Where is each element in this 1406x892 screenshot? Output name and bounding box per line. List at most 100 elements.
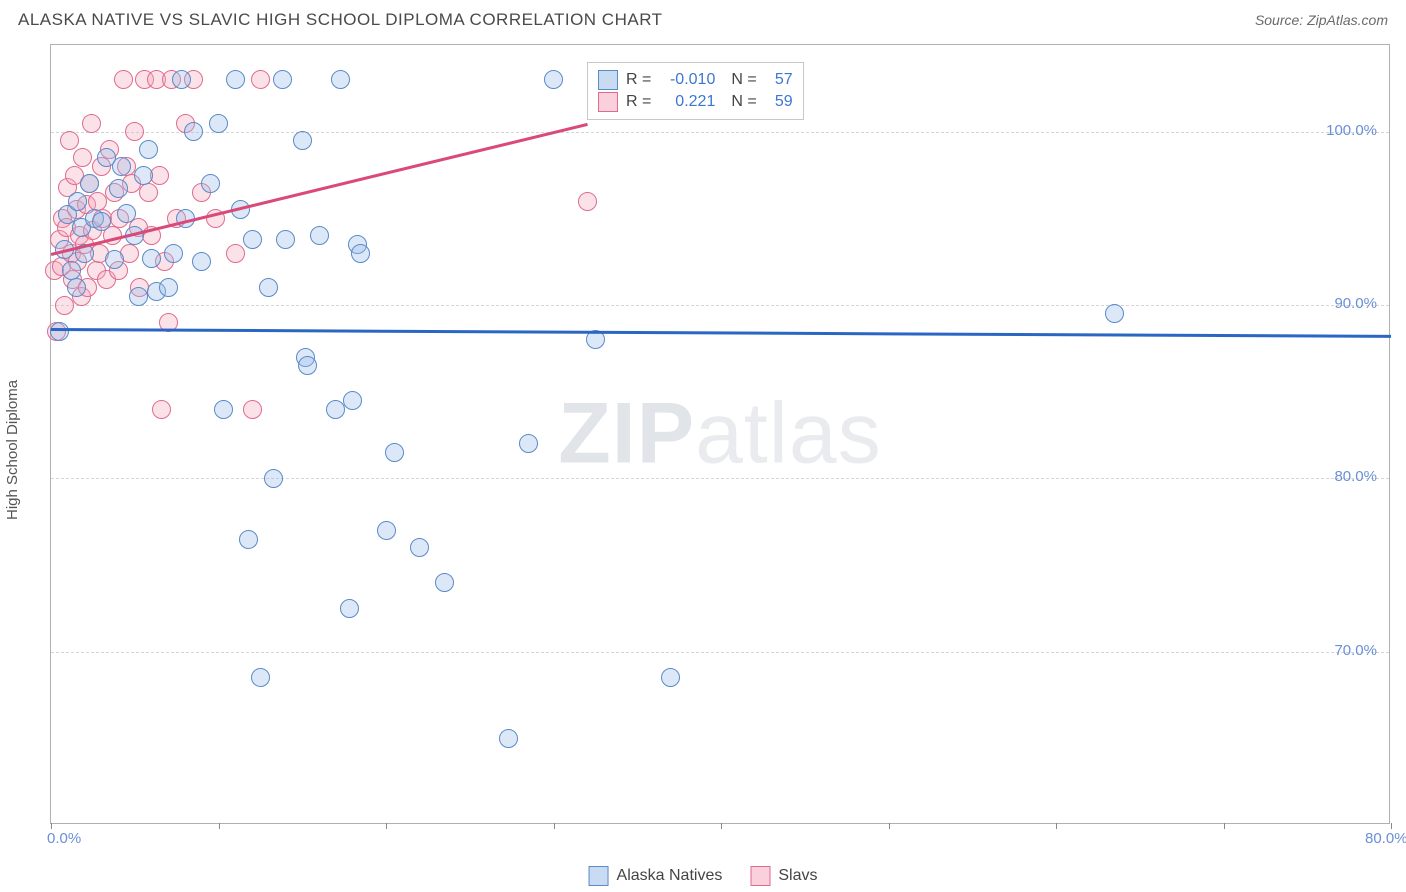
scatter-point-blue [544,70,563,89]
legend: Alaska Natives Slavs [589,866,818,886]
stat-r-value-blue: -0.010 [659,71,715,89]
scatter-point-pink [152,400,171,419]
scatter-point-pink [578,192,597,211]
stat-swatch-pink [598,92,618,112]
scatter-point-blue [159,278,178,297]
stat-n-value-pink: 59 [765,93,793,111]
stat-n-value-blue: 57 [765,71,793,89]
scatter-point-blue [251,668,270,687]
scatter-point-blue [62,261,81,280]
scatter-point-blue [519,434,538,453]
scatter-point-blue [343,391,362,410]
x-tick [386,823,387,829]
scatter-point-blue [410,538,429,557]
x-tick [1056,823,1057,829]
scatter-point-blue [1105,304,1124,323]
scatter-point-pink [139,183,158,202]
chart-title: ALASKA NATIVE VS SLAVIC HIGH SCHOOL DIPL… [18,10,663,30]
scatter-point-blue [209,114,228,133]
gridline [51,652,1389,653]
scatter-point-pink [251,70,270,89]
source-attribution: Source: ZipAtlas.com [1255,12,1388,28]
scatter-point-blue [264,469,283,488]
scatter-point-blue [273,70,292,89]
trend-line-blue [51,328,1391,337]
stat-r-label: R = [626,93,651,111]
scatter-point-blue [226,70,245,89]
gridline [51,478,1389,479]
scatter-point-blue [499,729,518,748]
scatter-point-blue [142,249,161,268]
x-tick [219,823,220,829]
scatter-point-blue [134,166,153,185]
scatter-point-blue [385,443,404,462]
x-tick [554,823,555,829]
scatter-point-blue [298,356,317,375]
y-tick-label: 100.0% [1326,122,1377,139]
x-tick [1391,823,1392,829]
stat-box: R = -0.010 N = 57 R = 0.221 N = 59 [587,62,804,120]
scatter-point-blue [67,278,86,297]
stat-swatch-blue [598,70,618,90]
legend-item-blue: Alaska Natives [589,866,723,886]
scatter-point-blue [351,244,370,263]
scatter-point-blue [243,230,262,249]
x-tick-label: 0.0% [47,830,81,847]
scatter-point-blue [214,400,233,419]
stat-r-label: R = [626,71,651,89]
scatter-point-blue [435,573,454,592]
watermark: ZIPatlas [558,385,881,484]
scatter-point-pink [55,296,74,315]
y-tick-label: 80.0% [1334,468,1377,485]
scatter-point-blue [239,530,258,549]
x-tick [721,823,722,829]
scatter-point-blue [80,174,99,193]
scatter-point-pink [243,400,262,419]
plot-area: ZIPatlas 70.0%80.0%90.0%100.0%0.0%80.0%R… [50,44,1390,824]
gridline [51,305,1389,306]
scatter-point-blue [139,140,158,159]
scatter-point-blue [276,230,295,249]
scatter-point-blue [661,668,680,687]
scatter-point-blue [50,322,69,341]
y-axis-title: High School Diploma [4,380,21,520]
scatter-point-blue [109,179,128,198]
scatter-point-blue [184,122,203,141]
scatter-point-blue [340,599,359,618]
legend-swatch-pink [750,866,770,886]
scatter-point-pink [150,166,169,185]
x-tick [1224,823,1225,829]
gridline [51,132,1389,133]
scatter-point-pink [114,70,133,89]
y-tick-label: 70.0% [1334,642,1377,659]
scatter-point-blue [377,521,396,540]
scatter-point-blue [164,244,183,263]
scatter-point-blue [192,252,211,271]
scatter-point-pink [125,122,144,141]
stat-row-blue: R = -0.010 N = 57 [598,69,793,91]
scatter-point-pink [73,148,92,167]
scatter-point-blue [310,226,329,245]
scatter-point-blue [331,70,350,89]
scatter-point-blue [68,192,87,211]
stat-n-label: N = [731,71,756,89]
x-tick [51,823,52,829]
x-tick-label: 80.0% [1365,830,1406,847]
scatter-point-blue [129,287,148,306]
scatter-point-blue [293,131,312,150]
legend-label-blue: Alaska Natives [617,867,723,885]
legend-item-pink: Slavs [750,866,817,886]
stat-n-label: N = [731,93,756,111]
scatter-point-blue [112,157,131,176]
scatter-point-pink [60,131,79,150]
scatter-point-pink [82,114,101,133]
scatter-point-blue [117,204,136,223]
legend-swatch-blue [589,866,609,886]
y-tick-label: 90.0% [1334,295,1377,312]
scatter-point-blue [259,278,278,297]
scatter-point-blue [92,212,111,231]
legend-label-pink: Slavs [778,867,817,885]
x-tick [889,823,890,829]
stat-row-pink: R = 0.221 N = 59 [598,91,793,113]
stat-r-value-pink: 0.221 [659,93,715,111]
